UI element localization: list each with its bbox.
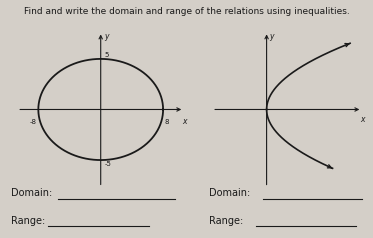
Text: x: x (183, 117, 187, 126)
Text: Find and write the domain and range of the relations using inequalities.: Find and write the domain and range of t… (23, 7, 350, 16)
Text: Domain:: Domain: (11, 188, 53, 198)
Text: 5: 5 (104, 52, 109, 58)
Text: -5: -5 (104, 161, 112, 167)
Text: Range:: Range: (209, 216, 243, 226)
Text: 8: 8 (164, 119, 169, 124)
Text: y: y (269, 31, 273, 40)
Text: y: y (104, 32, 108, 41)
Text: x: x (361, 115, 365, 124)
Text: Domain:: Domain: (209, 188, 250, 198)
Text: Range:: Range: (11, 216, 46, 226)
Text: -8: -8 (30, 119, 37, 124)
